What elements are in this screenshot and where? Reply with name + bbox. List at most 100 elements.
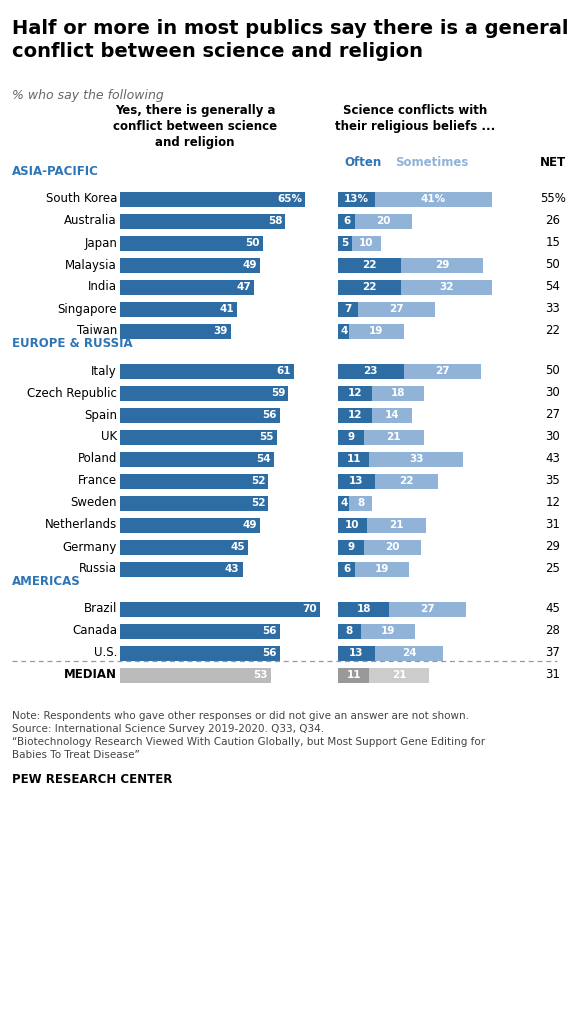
Bar [120, 324, 231, 339]
Text: 27: 27 [435, 366, 450, 376]
Text: Singapore: Singapore [57, 302, 117, 315]
Text: 43: 43 [546, 453, 561, 466]
Text: 10: 10 [345, 520, 359, 530]
Text: 14: 14 [385, 410, 399, 420]
Bar [120, 452, 274, 467]
Text: 61: 61 [276, 366, 291, 376]
Bar [338, 496, 349, 511]
Text: 18: 18 [391, 388, 405, 398]
Text: Canada: Canada [72, 625, 117, 638]
Text: 12: 12 [348, 388, 362, 398]
Bar [120, 561, 243, 577]
Text: U.S.: U.S. [94, 646, 117, 659]
Bar [375, 473, 438, 488]
Text: 56: 56 [262, 648, 277, 658]
Text: ASIA-PACIFIC: ASIA-PACIFIC [12, 165, 99, 177]
Text: 33: 33 [409, 454, 424, 464]
Text: Half or more in most publics say there is a general
conflict between science and: Half or more in most publics say there i… [12, 19, 569, 60]
Text: 26: 26 [546, 214, 561, 227]
Bar [338, 236, 352, 251]
Text: 27: 27 [420, 604, 435, 614]
Text: 6: 6 [343, 564, 350, 574]
Text: 12: 12 [546, 497, 561, 510]
Text: 49: 49 [242, 520, 257, 530]
Bar [404, 364, 480, 379]
Text: AMERICAS: AMERICAS [12, 574, 81, 588]
Bar [338, 364, 404, 379]
Text: 25: 25 [546, 562, 561, 575]
Bar [120, 191, 305, 207]
Text: Netherlands: Netherlands [45, 518, 117, 531]
Text: Spain: Spain [84, 409, 117, 422]
Bar [401, 257, 483, 272]
Text: Australia: Australia [65, 214, 117, 227]
Bar [355, 561, 409, 577]
Text: 43: 43 [225, 564, 240, 574]
Text: 10: 10 [359, 238, 374, 248]
Bar [338, 517, 367, 532]
Text: Italy: Italy [92, 365, 117, 378]
Bar [364, 429, 423, 444]
Text: 22: 22 [399, 476, 414, 486]
Text: 20: 20 [376, 216, 391, 226]
Text: 50: 50 [245, 238, 260, 248]
Bar [120, 668, 271, 683]
Bar [120, 236, 263, 251]
Text: % who say the following: % who say the following [12, 89, 164, 102]
Text: 50: 50 [546, 258, 561, 271]
Text: 35: 35 [546, 474, 561, 487]
Text: 24: 24 [402, 648, 416, 658]
Text: 22: 22 [362, 282, 376, 292]
Text: Science conflicts with
their religious beliefs ...: Science conflicts with their religious b… [335, 104, 495, 133]
Text: 4: 4 [340, 326, 347, 336]
Text: Yes, there is generally a
conflict between science
and religion: Yes, there is generally a conflict betwe… [113, 104, 277, 150]
Text: 56: 56 [262, 626, 277, 636]
Text: 45: 45 [546, 602, 561, 615]
Text: Often: Often [344, 156, 382, 169]
Text: France: France [78, 474, 117, 487]
Text: Germany: Germany [62, 541, 117, 554]
Bar [120, 473, 268, 488]
Bar [361, 624, 415, 639]
Text: 18: 18 [356, 604, 371, 614]
Text: 29: 29 [435, 260, 449, 270]
Text: EUROPE & RUSSIA: EUROPE & RUSSIA [12, 337, 133, 349]
Bar [338, 473, 375, 488]
Text: Poland: Poland [78, 453, 117, 466]
Bar [338, 213, 355, 228]
Bar [355, 213, 412, 228]
Bar [120, 517, 260, 532]
Text: 19: 19 [375, 564, 390, 574]
Text: Babies To Treat Disease”: Babies To Treat Disease” [12, 750, 140, 760]
Text: 22: 22 [362, 260, 376, 270]
Text: 7: 7 [344, 304, 352, 314]
Bar [120, 257, 260, 272]
Text: 32: 32 [439, 282, 454, 292]
Text: 9: 9 [347, 542, 355, 552]
Text: UK: UK [101, 430, 117, 443]
Bar [370, 452, 463, 467]
Bar [390, 601, 466, 616]
Bar [338, 408, 372, 423]
Text: Malaysia: Malaysia [65, 258, 117, 271]
Bar [120, 624, 280, 639]
Text: 52: 52 [251, 476, 265, 486]
Text: MEDIAN: MEDIAN [64, 669, 117, 682]
Text: Source: International Science Survey 2019-2020. Q33, Q34.: Source: International Science Survey 201… [12, 724, 324, 734]
Text: 19: 19 [381, 626, 395, 636]
Text: 58: 58 [268, 216, 283, 226]
Bar [120, 540, 248, 555]
Text: NET: NET [540, 156, 566, 169]
Bar [120, 429, 277, 444]
Bar [338, 301, 358, 316]
Bar [120, 645, 280, 660]
Bar [364, 540, 420, 555]
Bar [401, 280, 492, 295]
Text: 70: 70 [302, 604, 316, 614]
Bar [372, 408, 412, 423]
Bar [352, 236, 381, 251]
Bar [338, 280, 401, 295]
Text: 12: 12 [348, 410, 362, 420]
Text: South Korea: South Korea [46, 193, 117, 206]
Text: 49: 49 [242, 260, 257, 270]
